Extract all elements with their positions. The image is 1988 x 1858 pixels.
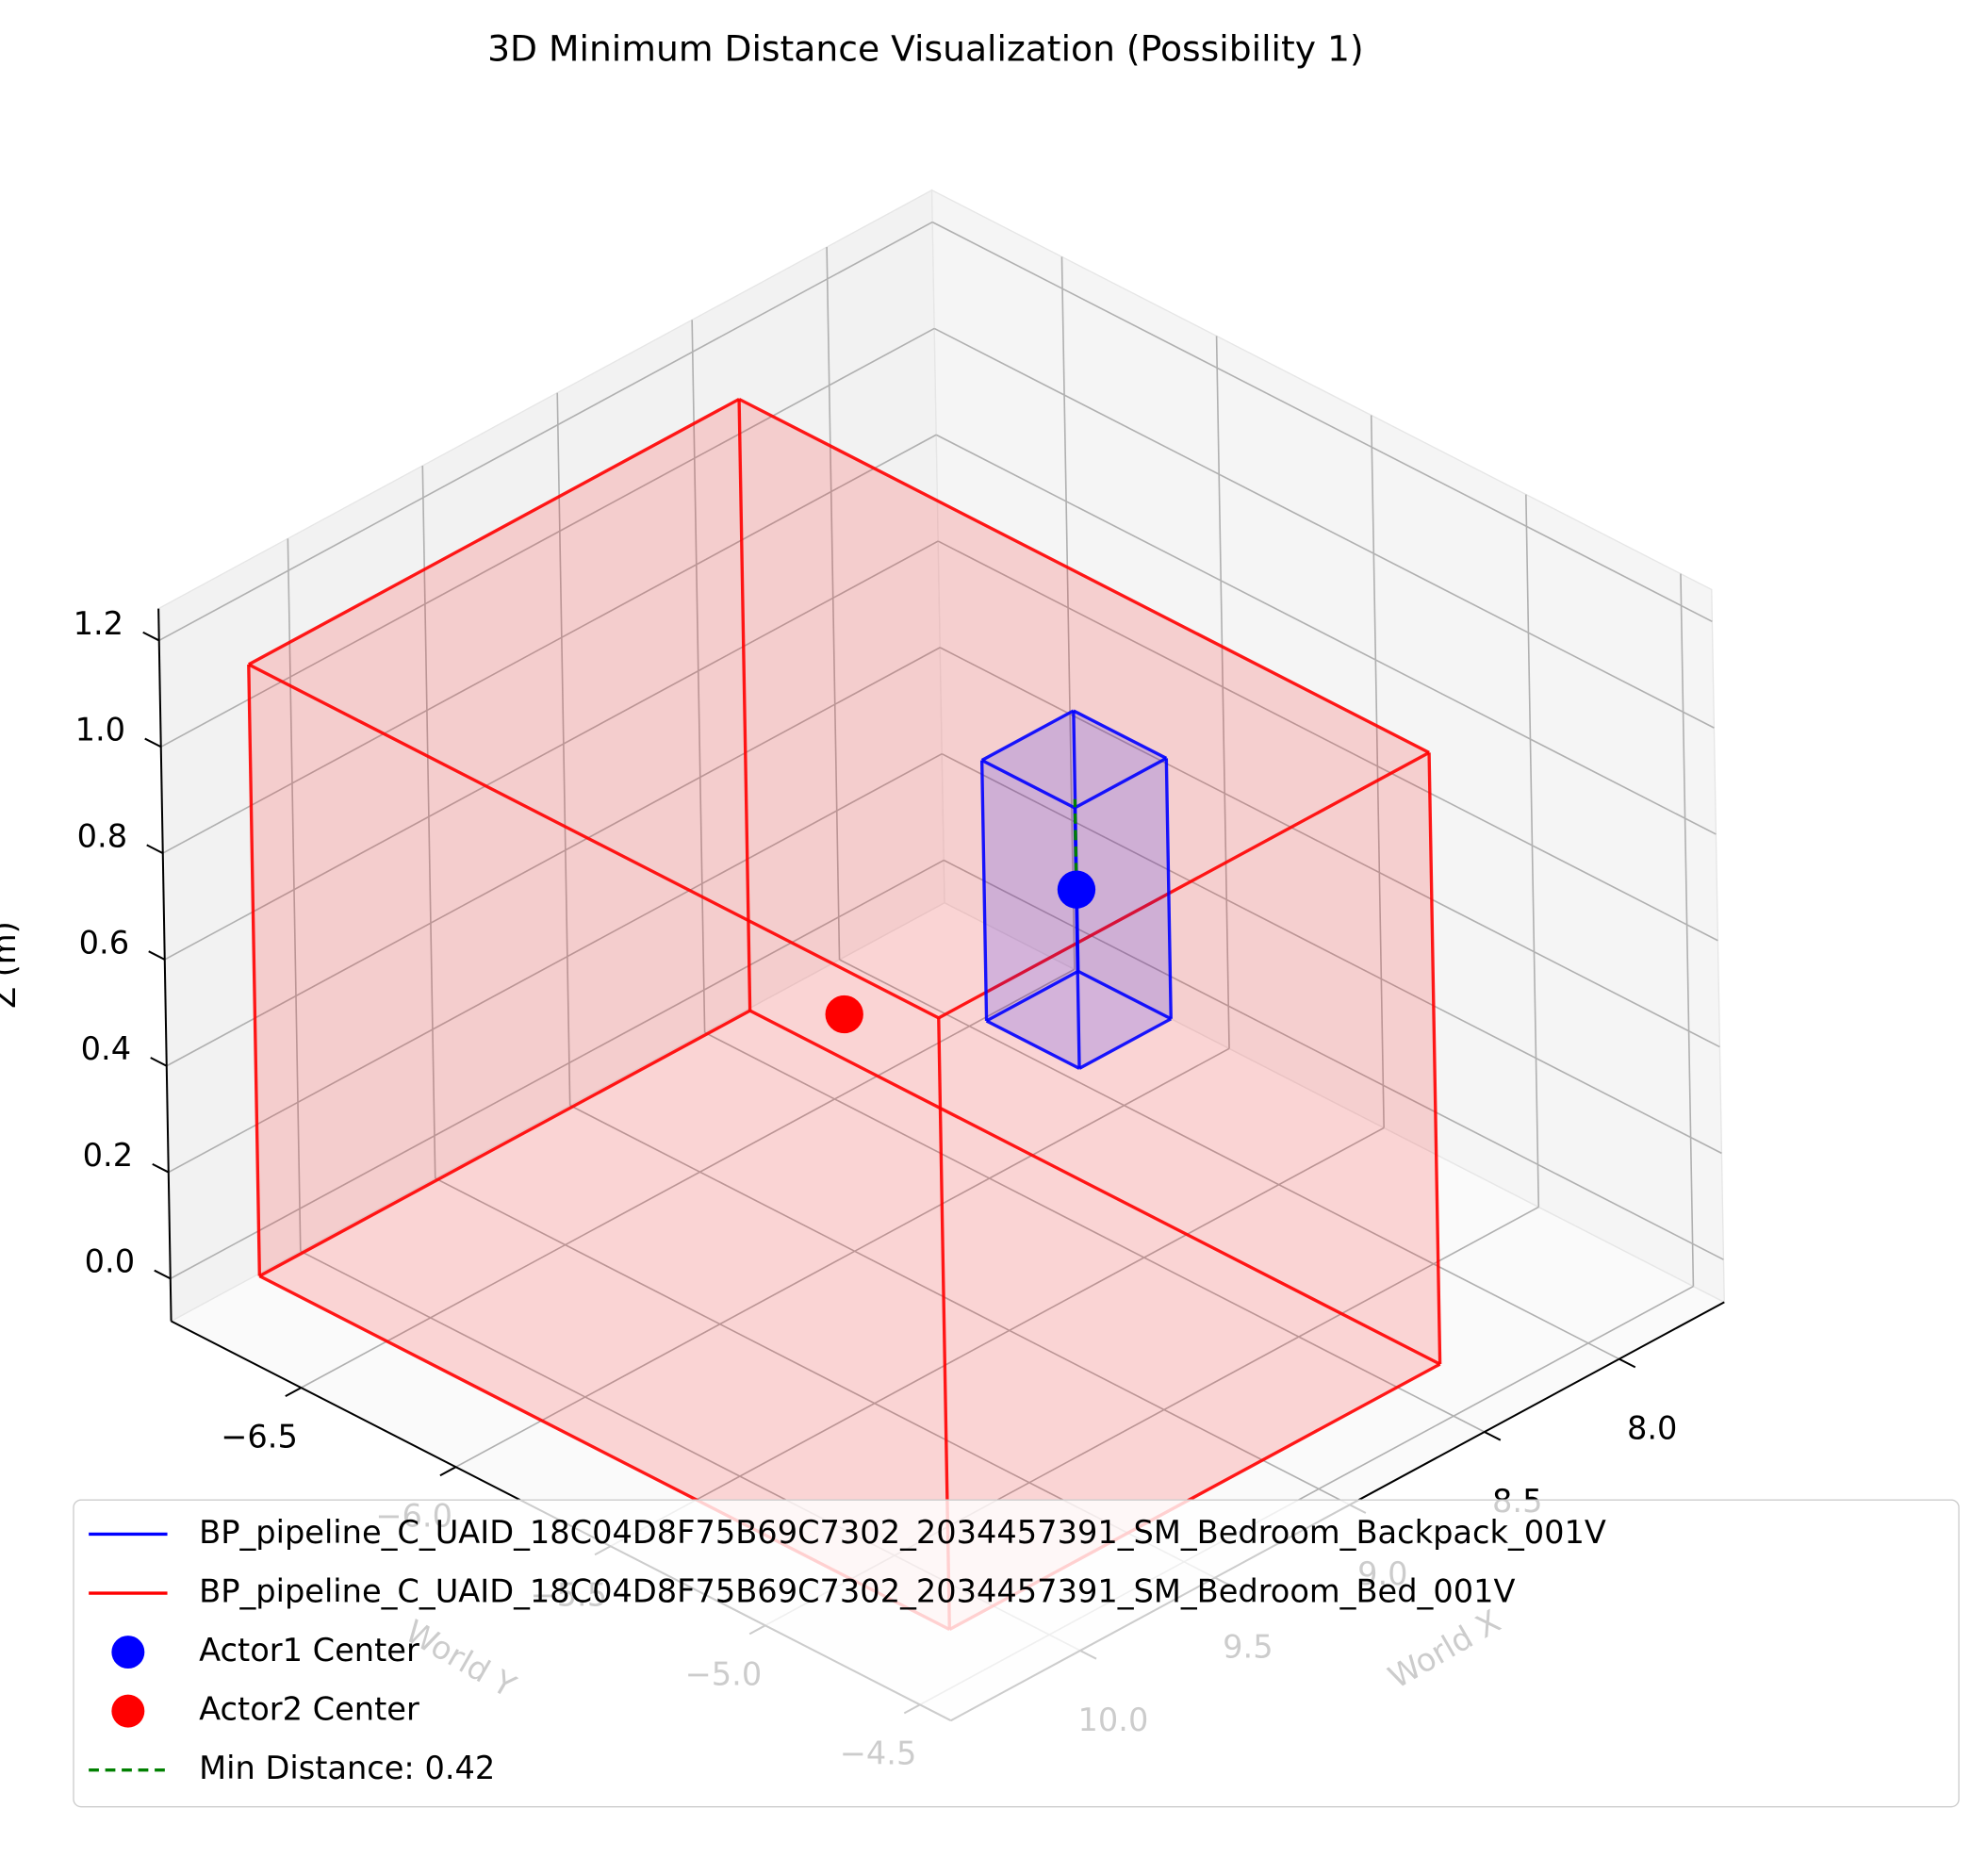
legend-label: BP_pipeline_C_UAID_18C04D8F75B69C7302_20… — [199, 1573, 1515, 1610]
z-tick-label: 0.8 — [77, 817, 127, 854]
center-point — [1057, 870, 1096, 909]
z-tick-label: 0.4 — [81, 1030, 131, 1067]
legend-label: Actor2 Center — [199, 1691, 419, 1728]
grid-line — [1215, 336, 1230, 1049]
z-tick — [148, 950, 166, 961]
box-face — [248, 399, 750, 1276]
box-edge — [985, 969, 1079, 1023]
box-edge — [248, 663, 940, 1020]
grid-line — [162, 434, 937, 854]
center-point — [825, 995, 863, 1034]
grid-line — [943, 859, 1724, 1260]
box-edge — [937, 750, 1430, 1020]
legend-label: Actor1 Center — [199, 1632, 419, 1669]
legend: BP_pipeline_C_UAID_18C04D8F75B69C7302_20… — [73, 1499, 1960, 1808]
grid-line — [937, 540, 1718, 942]
z-tick-label: 0.0 — [85, 1243, 135, 1280]
z-tick — [152, 1162, 170, 1174]
box-face — [1075, 758, 1172, 1069]
box-edge — [979, 760, 989, 1021]
box-face — [248, 399, 1430, 1018]
grid-line — [1525, 494, 1540, 1208]
box-face — [259, 1011, 1440, 1630]
box-face — [981, 710, 1078, 1021]
z-tick — [154, 1269, 172, 1280]
grid-line — [160, 327, 935, 748]
x-tick — [1484, 1431, 1502, 1441]
grid-line — [1680, 573, 1695, 1287]
box-face — [938, 752, 1440, 1630]
grid-line — [168, 752, 943, 1174]
box-edge — [985, 1019, 1080, 1070]
box-edge — [1427, 752, 1442, 1365]
z-tick-label: 0.2 — [83, 1137, 133, 1174]
grid-line — [610, 1126, 1385, 1547]
box-face — [981, 760, 1080, 1069]
box-edge — [1164, 758, 1173, 1019]
grid-line — [935, 434, 1717, 835]
box-edge — [258, 1009, 751, 1278]
box-edge — [748, 1009, 1441, 1366]
grid-line — [455, 1047, 1230, 1468]
z-tick-label: 1.0 — [75, 712, 125, 748]
grid-line — [301, 968, 1076, 1389]
legend-label: Min Distance: 0.42 — [199, 1750, 495, 1786]
legend-marker — [111, 1636, 145, 1669]
wall-pane — [930, 189, 1725, 1304]
grid-line — [556, 392, 571, 1106]
x-tick — [1618, 1357, 1636, 1369]
z-axis-label: Z (m) — [0, 921, 23, 1009]
z-tick — [150, 1057, 168, 1067]
z-tick — [146, 844, 164, 854]
legend-marker — [111, 1694, 145, 1728]
grid-line — [826, 247, 841, 960]
grid-line — [421, 466, 436, 1178]
box-edge — [247, 664, 262, 1276]
box-edge — [980, 709, 1075, 763]
legend-label: BP_pipeline_C_UAID_18C04D8F75B69C7302_20… — [199, 1514, 1606, 1551]
grid-line — [158, 221, 933, 642]
y-tick — [439, 1466, 457, 1477]
min-distance-line — [1073, 798, 1078, 890]
y-tick-label: −6.5 — [221, 1418, 298, 1455]
y-tick — [285, 1387, 302, 1398]
box-edge — [737, 399, 752, 1011]
grid-line — [164, 540, 939, 961]
box-edge — [1074, 756, 1168, 810]
box-edge — [738, 397, 1430, 754]
box-edge — [1077, 969, 1173, 1021]
grid-line — [1060, 256, 1076, 970]
z-tick — [142, 631, 160, 642]
legend-box — [73, 1499, 1960, 1808]
box-face — [1073, 710, 1172, 1019]
grid-line — [933, 327, 1715, 729]
grid-line — [931, 221, 1713, 623]
box-edge — [1078, 1017, 1173, 1070]
grid-line — [1370, 415, 1385, 1128]
grid-line — [941, 752, 1722, 1155]
chart-title: 3D Minimum Distance Visualization (Possi… — [487, 27, 1364, 69]
grid-line — [691, 320, 706, 1033]
grid-line — [287, 538, 302, 1252]
grid-line — [166, 647, 941, 1067]
z-tick-label: 1.2 — [74, 605, 123, 642]
z-tick-label: 0.6 — [79, 924, 129, 961]
box-edge — [980, 759, 1076, 810]
grid-line — [170, 859, 945, 1280]
z-tick — [144, 737, 162, 748]
box-edge — [1073, 709, 1168, 760]
axis-line — [157, 608, 173, 1322]
box-face — [248, 664, 950, 1630]
x-tick-label: 8.0 — [1627, 1409, 1677, 1446]
box-edge — [247, 397, 740, 666]
